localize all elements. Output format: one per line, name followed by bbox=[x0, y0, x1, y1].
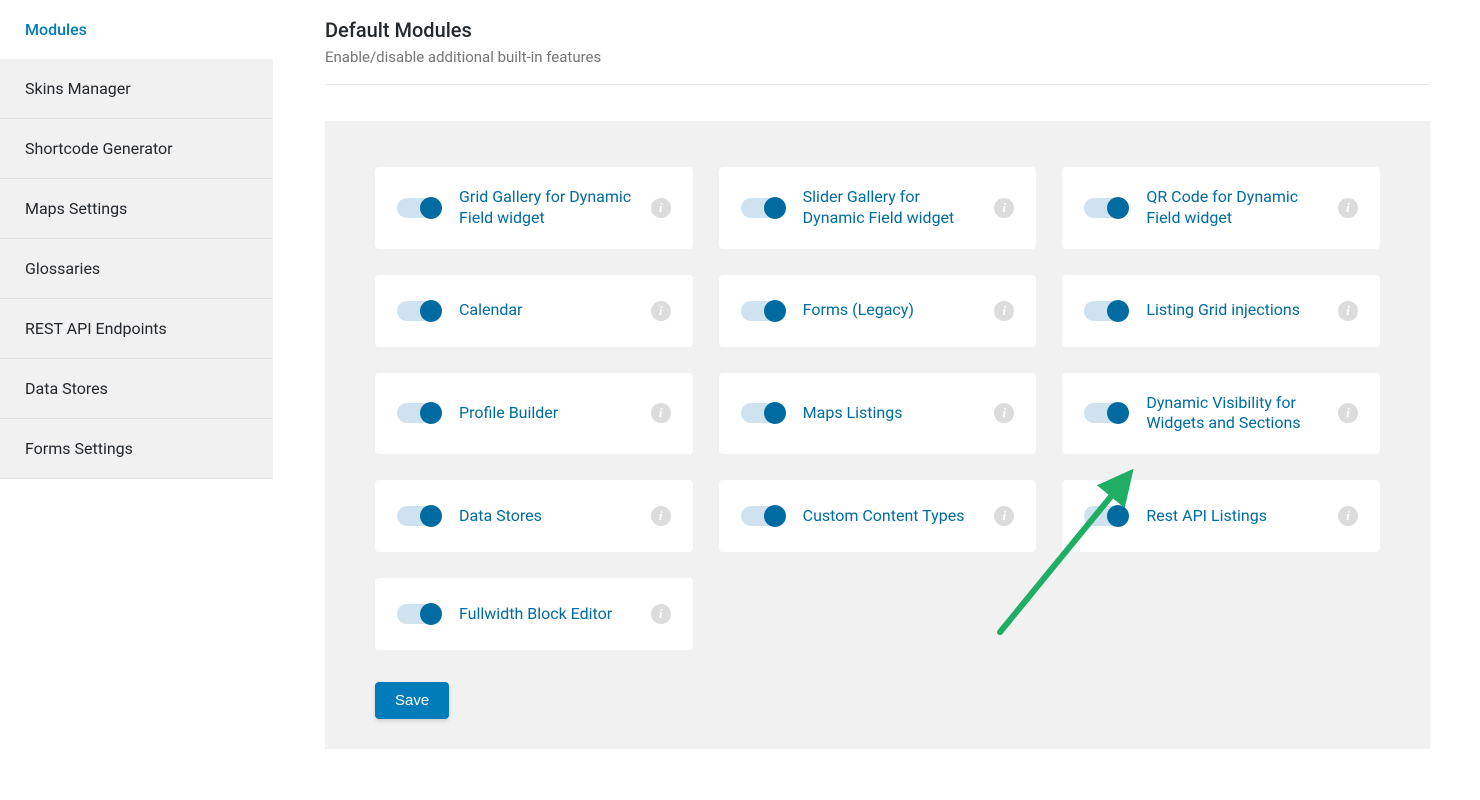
info-icon[interactable]: i bbox=[651, 198, 671, 218]
module-label: Rest API Listings bbox=[1146, 506, 1320, 527]
sidebar-item-shortcode-generator[interactable]: Shortcode Generator bbox=[0, 119, 273, 179]
info-icon[interactable]: i bbox=[994, 301, 1014, 321]
info-icon[interactable]: i bbox=[994, 198, 1014, 218]
info-icon[interactable]: i bbox=[651, 301, 671, 321]
info-icon[interactable]: i bbox=[1338, 301, 1358, 321]
sidebar-item-glossaries[interactable]: Glossaries bbox=[0, 239, 273, 299]
save-button[interactable]: Save bbox=[375, 682, 449, 719]
module-card: Calendar i bbox=[375, 275, 693, 347]
toggle-knob bbox=[420, 603, 442, 625]
modules-panel: Grid Gallery for Dynamic Field widgetiSl… bbox=[325, 121, 1430, 749]
module-label: Custom Content Types bbox=[803, 506, 977, 527]
toggle-knob bbox=[764, 505, 786, 527]
module-toggle[interactable] bbox=[1084, 301, 1128, 321]
info-icon[interactable]: i bbox=[1338, 403, 1358, 423]
toggle-knob bbox=[420, 402, 442, 424]
info-icon[interactable]: i bbox=[994, 506, 1014, 526]
module-label: Listing Grid injections bbox=[1146, 300, 1320, 321]
module-card: QR Code for Dynamic Field widget i bbox=[1062, 167, 1380, 249]
toggle-knob bbox=[1107, 197, 1129, 219]
module-label: Dynamic Visibility for Widgets and Secti… bbox=[1146, 393, 1320, 435]
module-toggle[interactable] bbox=[741, 506, 785, 526]
toggle-knob bbox=[1107, 402, 1129, 424]
sidebar-item-skins-manager[interactable]: Skins Manager bbox=[0, 59, 273, 119]
info-icon[interactable]: i bbox=[994, 403, 1014, 423]
sidebar-item-maps-settings[interactable]: Maps Settings bbox=[0, 179, 273, 239]
module-toggle[interactable] bbox=[741, 301, 785, 321]
module-card: Listing Grid injections i bbox=[1062, 275, 1380, 347]
module-label: Slider Gallery for Dynamic Field widget bbox=[803, 187, 977, 229]
module-toggle[interactable] bbox=[1084, 198, 1128, 218]
module-card: Forms (Legacy) i bbox=[719, 275, 1037, 347]
module-label: Profile Builder bbox=[459, 403, 633, 424]
module-toggle[interactable] bbox=[741, 198, 785, 218]
module-toggle[interactable] bbox=[397, 403, 441, 423]
sidebar-item-modules[interactable]: Modules bbox=[0, 0, 273, 59]
page-title: Default Modules bbox=[325, 18, 1430, 42]
module-card: Grid Gallery for Dynamic Field widget i bbox=[375, 167, 693, 249]
sidebar-item-data-stores[interactable]: Data Stores bbox=[0, 359, 273, 419]
module-card: Dynamic Visibility for Widgets and Secti… bbox=[1062, 373, 1380, 455]
toggle-knob bbox=[420, 197, 442, 219]
toggle-knob bbox=[420, 505, 442, 527]
toggle-knob bbox=[764, 300, 786, 322]
sidebar: ModulesSkins ManagerShortcode GeneratorM… bbox=[0, 0, 273, 800]
module-toggle[interactable] bbox=[1084, 506, 1128, 526]
module-toggle[interactable] bbox=[397, 198, 441, 218]
module-card: Data Stores i bbox=[375, 480, 693, 552]
module-card: Rest API Listings i bbox=[1062, 480, 1380, 552]
module-label: Forms (Legacy) bbox=[803, 300, 977, 321]
module-card: Slider Gallery for Dynamic Field widget i bbox=[719, 167, 1037, 249]
module-card: Profile Builder i bbox=[375, 373, 693, 455]
module-card: Fullwidth Block Editor i bbox=[375, 578, 693, 650]
modules-grid: Grid Gallery for Dynamic Field widgetiSl… bbox=[375, 167, 1380, 650]
toggle-knob bbox=[420, 300, 442, 322]
info-icon[interactable]: i bbox=[651, 403, 671, 423]
module-toggle[interactable] bbox=[397, 301, 441, 321]
divider bbox=[325, 84, 1430, 85]
page-subtitle: Enable/disable additional built-in featu… bbox=[325, 48, 1430, 66]
info-icon[interactable]: i bbox=[1338, 506, 1358, 526]
main-content: Default Modules Enable/disable additiona… bbox=[273, 0, 1480, 800]
module-toggle[interactable] bbox=[1084, 403, 1128, 423]
module-label: Data Stores bbox=[459, 506, 633, 527]
sidebar-item-forms-settings[interactable]: Forms Settings bbox=[0, 419, 273, 479]
toggle-knob bbox=[764, 197, 786, 219]
module-label: Maps Listings bbox=[803, 403, 977, 424]
module-toggle[interactable] bbox=[741, 403, 785, 423]
info-icon[interactable]: i bbox=[651, 604, 671, 624]
module-toggle[interactable] bbox=[397, 604, 441, 624]
module-label: Fullwidth Block Editor bbox=[459, 604, 633, 625]
toggle-knob bbox=[1107, 300, 1129, 322]
module-card: Custom Content Types i bbox=[719, 480, 1037, 552]
module-label: Calendar bbox=[459, 300, 633, 321]
info-icon[interactable]: i bbox=[651, 506, 671, 526]
sidebar-item-rest-api-endpoints[interactable]: REST API Endpoints bbox=[0, 299, 273, 359]
module-label: Grid Gallery for Dynamic Field widget bbox=[459, 187, 633, 229]
module-toggle[interactable] bbox=[397, 506, 441, 526]
toggle-knob bbox=[1107, 505, 1129, 527]
module-card: Maps Listings i bbox=[719, 373, 1037, 455]
info-icon[interactable]: i bbox=[1338, 198, 1358, 218]
module-label: QR Code for Dynamic Field widget bbox=[1146, 187, 1320, 229]
toggle-knob bbox=[764, 402, 786, 424]
